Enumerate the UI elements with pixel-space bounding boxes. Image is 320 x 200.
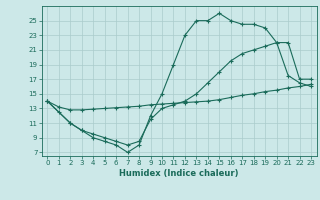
X-axis label: Humidex (Indice chaleur): Humidex (Indice chaleur) bbox=[119, 169, 239, 178]
